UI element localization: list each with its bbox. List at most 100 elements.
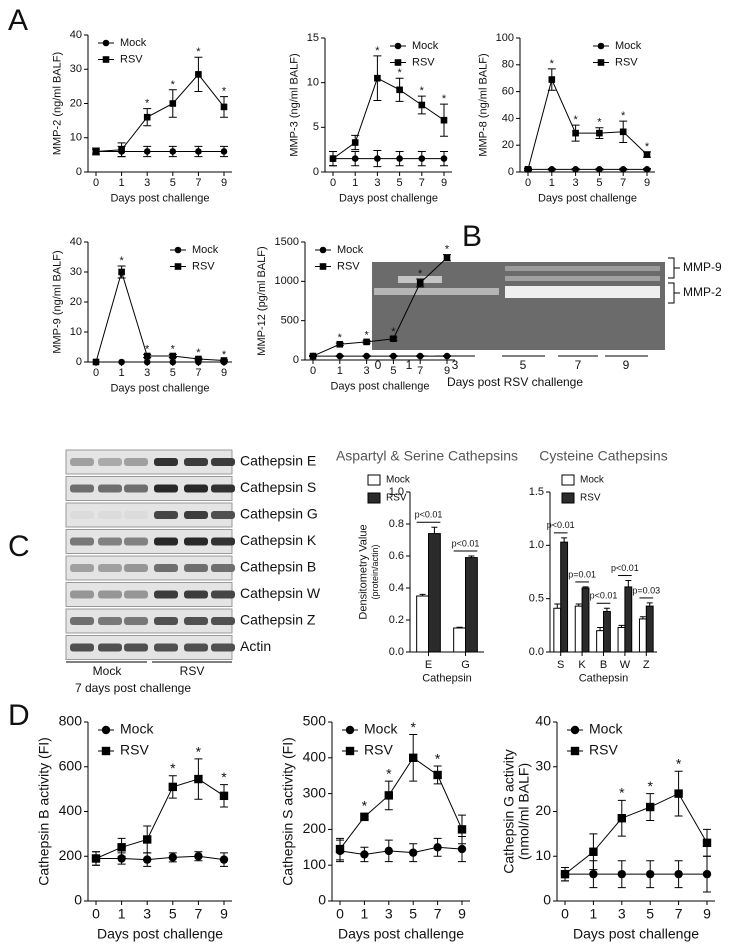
series-line bbox=[96, 855, 225, 861]
legend-marker bbox=[394, 59, 402, 66]
marker bbox=[619, 128, 627, 136]
marker bbox=[194, 774, 203, 784]
gel-band bbox=[374, 288, 499, 295]
legend-label: RSV bbox=[120, 742, 149, 758]
marker bbox=[336, 352, 344, 360]
significance: * bbox=[391, 326, 396, 338]
legend-swatch bbox=[561, 474, 575, 486]
x-tick-label: 1 bbox=[119, 177, 125, 189]
marker bbox=[91, 854, 101, 863]
error-bar bbox=[431, 526, 438, 534]
y-tick-label: 0.5 bbox=[529, 593, 544, 605]
blot-band bbox=[184, 458, 208, 466]
marker bbox=[195, 71, 202, 78]
series-line bbox=[312, 257, 448, 357]
significance: * bbox=[619, 785, 625, 801]
blot-band bbox=[211, 537, 235, 546]
marker bbox=[384, 846, 393, 856]
y-tick-label: 30 bbox=[70, 63, 82, 75]
marker bbox=[457, 844, 467, 854]
significance: * bbox=[550, 58, 555, 70]
legend-label: RSV bbox=[412, 56, 435, 68]
gel-xlabel: Days post RSV challenge bbox=[447, 375, 583, 389]
y-tick-label: 20 bbox=[535, 802, 551, 818]
blot-band bbox=[98, 564, 122, 572]
x-axis-label: Days post challenge bbox=[338, 925, 464, 941]
y-tick-label: 40 bbox=[502, 112, 514, 124]
x-tick-label: 1 bbox=[361, 906, 369, 922]
marker bbox=[117, 843, 126, 852]
x-tick-label: 5 bbox=[596, 177, 602, 189]
blot-row-label: Cathepsin G bbox=[240, 506, 318, 522]
legend-marker bbox=[102, 56, 110, 63]
legend-label: Mock bbox=[412, 40, 439, 52]
x-tick-label: 3 bbox=[143, 906, 151, 922]
x-tick-label: 7 bbox=[434, 906, 442, 922]
y-axis-label: MMP-9 (ng/ml BALF) bbox=[52, 250, 64, 353]
marker bbox=[169, 352, 177, 360]
error-bar bbox=[561, 537, 568, 543]
western-blot: Mock RSV 7 days post challenge Cathepsin… bbox=[65, 449, 321, 695]
blot-row-label: Cathepsin B bbox=[240, 559, 316, 575]
significance: * bbox=[338, 332, 343, 344]
blot-band bbox=[184, 617, 208, 625]
blot-band bbox=[184, 564, 208, 572]
blot-row-label: Actin bbox=[240, 638, 271, 654]
error-bar bbox=[618, 624, 625, 628]
error-bar bbox=[597, 626, 604, 631]
error-bar bbox=[625, 580, 632, 587]
legend-label: RSV bbox=[364, 742, 393, 758]
significance: * bbox=[573, 114, 578, 126]
marker bbox=[363, 338, 370, 346]
marker bbox=[674, 789, 683, 798]
x-tick-label: 3 bbox=[385, 906, 393, 922]
blot-band bbox=[98, 458, 122, 466]
marker bbox=[143, 835, 152, 844]
legend-marker bbox=[101, 746, 111, 756]
x-tick-label: 3 bbox=[573, 177, 579, 189]
blot-band bbox=[211, 484, 235, 493]
blot-band bbox=[184, 537, 208, 546]
brace bbox=[668, 257, 680, 279]
y-axis-label: MMP-8 (ng/ml BALF) bbox=[477, 53, 489, 156]
marker bbox=[195, 355, 202, 363]
y-tick-label: 200 bbox=[303, 820, 327, 836]
blot-band bbox=[154, 511, 178, 519]
legend-label: Mock bbox=[192, 244, 219, 256]
p-value: p<0.01 bbox=[452, 538, 480, 548]
x-tick-label: 1 bbox=[549, 177, 555, 189]
marker bbox=[548, 76, 556, 83]
blot-band bbox=[98, 590, 122, 599]
blot-band bbox=[184, 484, 208, 493]
marker bbox=[143, 358, 151, 366]
blot-band bbox=[211, 617, 235, 625]
x-tick-label: 3 bbox=[364, 365, 370, 377]
lane-label: 3 bbox=[452, 358, 459, 372]
legend-label: RSV bbox=[337, 260, 360, 272]
marker bbox=[143, 113, 151, 121]
marker bbox=[168, 782, 177, 792]
significance: * bbox=[621, 110, 626, 122]
y-tick-label: 0.8 bbox=[389, 518, 404, 530]
band-label: MMP-2 bbox=[683, 285, 722, 299]
marker bbox=[443, 254, 451, 262]
marker bbox=[589, 847, 598, 856]
error-bar bbox=[554, 603, 561, 609]
marker bbox=[169, 358, 177, 366]
y-tick-label: 400 bbox=[303, 749, 327, 765]
panel-label: B bbox=[462, 220, 482, 253]
marker bbox=[336, 340, 344, 348]
y-tick-label: 10 bbox=[535, 847, 551, 863]
blot-band bbox=[98, 537, 122, 546]
series-line bbox=[95, 73, 225, 152]
marker bbox=[309, 352, 317, 360]
y-tick-label: 40 bbox=[70, 29, 82, 41]
marker bbox=[617, 814, 626, 823]
error-bar bbox=[419, 593, 426, 596]
bar bbox=[624, 586, 633, 653]
significance: * bbox=[196, 347, 201, 359]
y-tick-label: 40 bbox=[70, 236, 82, 248]
y-tick-label: 10 bbox=[70, 326, 82, 338]
marker bbox=[646, 869, 655, 879]
